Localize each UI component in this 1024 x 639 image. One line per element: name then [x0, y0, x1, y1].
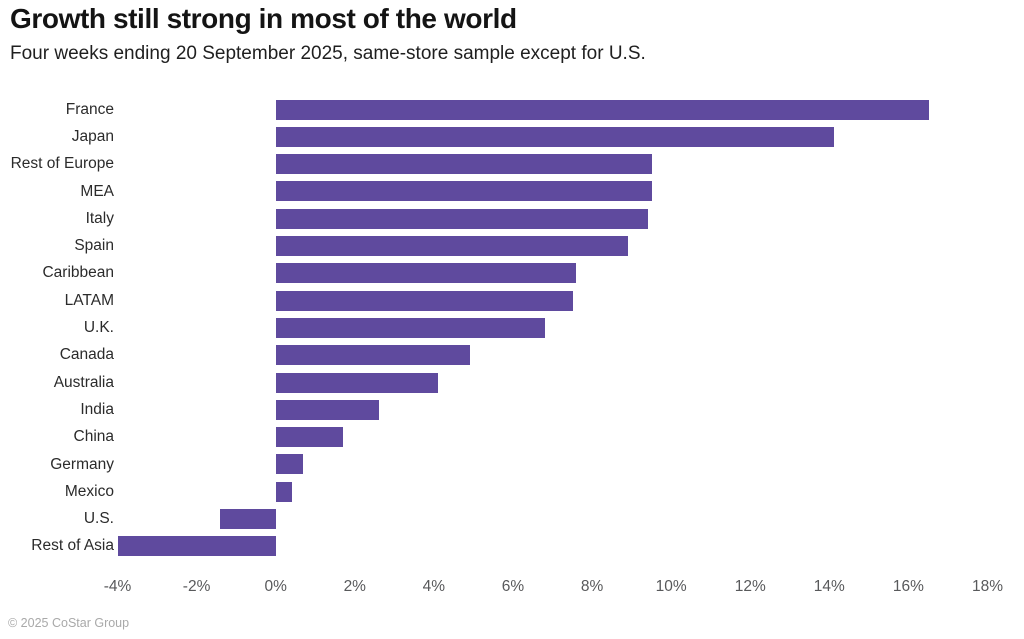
bar-france	[275, 99, 929, 120]
chart-row: Spain	[0, 232, 1024, 259]
category-label: Caribbean	[42, 264, 114, 282]
chart-title: Growth still strong in most of the world	[10, 3, 517, 34]
chart-row: Italy	[0, 205, 1024, 232]
bar-rest-of-asia	[117, 536, 276, 557]
bar-italy	[275, 208, 648, 229]
bar-germany	[275, 454, 304, 475]
x-axis-tick-label: 8%	[580, 578, 604, 595]
x-axis-tick-label: -2%	[182, 578, 211, 595]
bar-u-s	[220, 509, 276, 530]
bar-u-k	[275, 317, 545, 338]
category-label: Mexico	[64, 482, 114, 500]
row-plot-area	[118, 232, 989, 259]
bar-mexico	[275, 481, 292, 502]
row-plot-area	[118, 123, 989, 150]
bar-india	[275, 399, 379, 420]
bar-canada	[275, 345, 470, 366]
chart-row: Germany	[0, 451, 1024, 478]
category-label: Canada	[59, 346, 114, 364]
category-label: Australia	[53, 373, 114, 391]
chart-row: China	[0, 424, 1024, 451]
bar-spain	[275, 236, 628, 257]
chart-row: Japan	[0, 123, 1024, 150]
row-plot-area	[118, 178, 989, 205]
bar-caribbean	[275, 263, 577, 284]
category-label: Italy	[85, 209, 114, 227]
chart-subtitle: Four weeks ending 20 September 2025, sam…	[10, 43, 646, 64]
row-plot-area	[118, 396, 989, 423]
category-label: France	[65, 100, 114, 118]
x-axis-tick-label: 6%	[501, 578, 525, 595]
row-plot-area	[118, 260, 989, 287]
chart-row: U.S.	[0, 505, 1024, 532]
x-axis-tick-label: 2%	[343, 578, 366, 595]
chart-row: Australia	[0, 369, 1024, 396]
row-plot-area	[118, 424, 989, 451]
chart-row: LATAM	[0, 287, 1024, 314]
category-label: Japan	[71, 127, 114, 145]
bar-australia	[275, 372, 438, 393]
chart-row: Rest of Europe	[0, 151, 1024, 178]
category-label: Rest of Asia	[31, 537, 114, 555]
bar-japan	[275, 126, 834, 147]
x-axis-tick-label: 12%	[734, 578, 766, 595]
row-plot-area	[118, 314, 989, 341]
row-plot-area	[118, 369, 989, 396]
x-axis-tick-label: 4%	[422, 578, 446, 595]
chart-row: India	[0, 396, 1024, 423]
chart-row: Canada	[0, 342, 1024, 369]
x-axis-tick-label: -4%	[103, 578, 132, 595]
chart-row: Mexico	[0, 478, 1024, 505]
category-label: LATAM	[64, 291, 114, 309]
row-plot-area	[118, 342, 989, 369]
category-label: China	[73, 428, 115, 446]
category-label: U.S.	[83, 510, 114, 528]
row-plot-area	[117, 533, 989, 560]
x-axis-tick-label: 10%	[655, 578, 687, 595]
x-axis-tick-label: 18%	[971, 578, 1004, 595]
chart-row: Caribbean	[0, 260, 1024, 287]
row-plot-area	[118, 287, 989, 314]
bar-chart: France Japan Rest of Europe MEA Italy Spain Ca…	[0, 96, 1024, 560]
bar-latam	[275, 290, 573, 311]
x-axis-tick-label: 0%	[264, 578, 287, 595]
category-label: India	[80, 400, 114, 418]
row-plot-area	[118, 96, 989, 123]
bar-mea	[275, 181, 652, 202]
x-axis: -4% -2% 0% 2% 4% 6% 8% 10% 12% 14% 16% 18%	[104, 578, 1003, 598]
row-plot-area	[118, 505, 989, 532]
row-plot-area	[118, 205, 989, 232]
row-plot-area	[118, 151, 989, 178]
category-label: Rest of Europe	[10, 155, 114, 173]
bar-china	[275, 427, 344, 448]
category-label: Germany	[50, 455, 114, 473]
chart-row: MEA	[0, 178, 1024, 205]
row-plot-area	[118, 451, 989, 478]
chart-row: France	[0, 96, 1024, 123]
chart-row: U.K.	[0, 314, 1024, 341]
row-plot-area	[118, 478, 989, 505]
x-axis-tick-label: 16%	[892, 578, 924, 595]
category-label: U.K.	[83, 319, 114, 337]
copyright-note: © 2025 CoStar Group	[8, 616, 130, 630]
x-axis-tick-label: 14%	[813, 578, 845, 595]
category-label: MEA	[80, 182, 114, 200]
bar-rest-of-europe	[275, 154, 652, 175]
category-label: Spain	[74, 237, 114, 255]
chart-row: Rest of Asia	[0, 533, 1024, 560]
